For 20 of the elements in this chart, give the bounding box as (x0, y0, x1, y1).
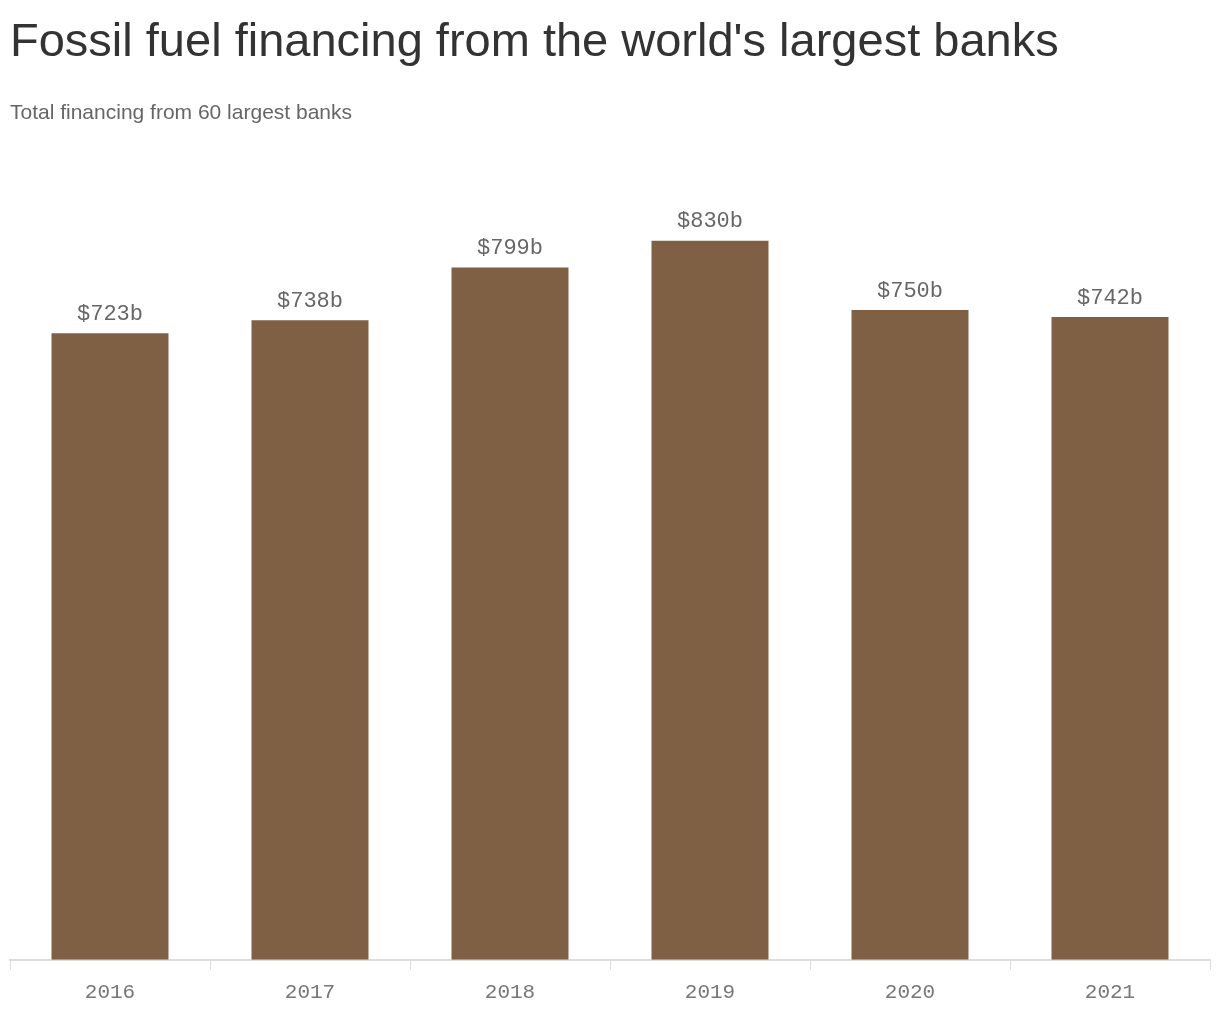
bar (1051, 316, 1169, 960)
x-tick-label: 2017 (284, 980, 336, 1004)
x-tick-label: 2020 (884, 980, 936, 1004)
data-label: $750b (876, 278, 944, 304)
x-tick-label: 2021 (1084, 980, 1136, 1004)
chart-title: Fossil fuel financing from the world's largest banks (10, 12, 1059, 67)
bar (651, 240, 769, 960)
data-label: $738b (276, 289, 344, 315)
data-label: $723b (76, 302, 144, 328)
bar (51, 333, 169, 960)
x-tick-label: 2019 (684, 980, 736, 1004)
chart-subtitle: Total financing from 60 largest banks (10, 100, 353, 124)
bar (851, 309, 969, 960)
data-label: $830b (676, 209, 744, 235)
x-tick-label: 2018 (484, 980, 536, 1004)
x-tick-label: 2016 (84, 980, 136, 1004)
bar (251, 320, 369, 960)
data-label: $799b (476, 236, 544, 262)
bar (451, 267, 569, 960)
data-label: $742b (1076, 285, 1144, 311)
